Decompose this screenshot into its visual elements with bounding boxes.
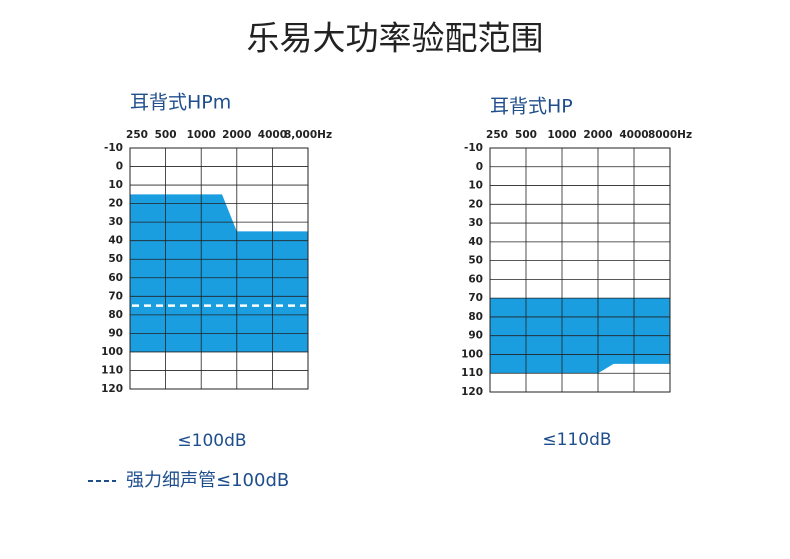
x-tick-label: 250 (126, 129, 148, 141)
y-tick-label: 0 (116, 161, 123, 173)
y-tick-label: 30 (468, 217, 483, 229)
y-tick-label: 50 (468, 255, 483, 267)
y-tick-label: 10 (468, 180, 483, 192)
y-tick-label: 50 (108, 253, 123, 265)
y-tick-label: 0 (476, 161, 483, 173)
y-tick-label: 80 (468, 311, 483, 323)
y-tick-label: 120 (101, 383, 123, 395)
y-tick-label: 20 (468, 198, 483, 210)
y-tick-label: 40 (468, 236, 483, 248)
chart-title: 耳背式HPm (130, 92, 231, 114)
x-tick-label: 4000 (619, 129, 648, 141)
y-tick-label: 110 (101, 364, 123, 376)
plot-border (489, 147, 671, 393)
y-tick-label: 70 (108, 290, 123, 302)
x-tick-label: 250 (486, 129, 508, 141)
y-tick-label: 100 (101, 346, 123, 358)
x-tick-label: 8,000Hz (284, 129, 332, 141)
y-tick-label: 90 (108, 327, 123, 339)
x-tick-label: 1000 (187, 129, 216, 141)
y-tick-label: 10 (108, 179, 123, 191)
y-tick-label: -10 (104, 142, 123, 154)
x-tick-label: 1000 (547, 129, 576, 141)
page-title: 乐易大功率验配范围 (247, 19, 544, 58)
caption: ≤110dB (542, 430, 611, 450)
x-tick-label: 4000 (258, 129, 287, 141)
y-tick-label: -10 (464, 142, 483, 154)
y-tick-label: 90 (468, 330, 483, 342)
x-tick-label: 500 (155, 129, 177, 141)
y-tick-label: 70 (468, 292, 483, 304)
y-tick-label: 110 (461, 367, 483, 379)
y-tick-label: 100 (461, 348, 483, 360)
y-tick-label: 120 (461, 386, 483, 398)
y-tick-label: 40 (108, 235, 123, 247)
fitting-range (130, 194, 308, 352)
y-tick-label: 80 (108, 309, 123, 321)
caption: ≤100dB (177, 431, 246, 451)
y-tick-label: 30 (108, 216, 123, 228)
x-tick-label: 2000 (222, 129, 251, 141)
legend-label: 强力细声管≤100dB (126, 470, 289, 491)
x-tick-label: 500 (515, 129, 537, 141)
x-tick-label: 2000 (583, 129, 612, 141)
y-tick-label: 60 (468, 273, 483, 285)
y-tick-label: 20 (108, 198, 123, 210)
y-tick-label: 60 (108, 272, 123, 284)
x-tick-label: 8000Hz (648, 129, 692, 141)
plot-border (129, 147, 309, 390)
chart-title: 耳背式HP (490, 96, 573, 118)
